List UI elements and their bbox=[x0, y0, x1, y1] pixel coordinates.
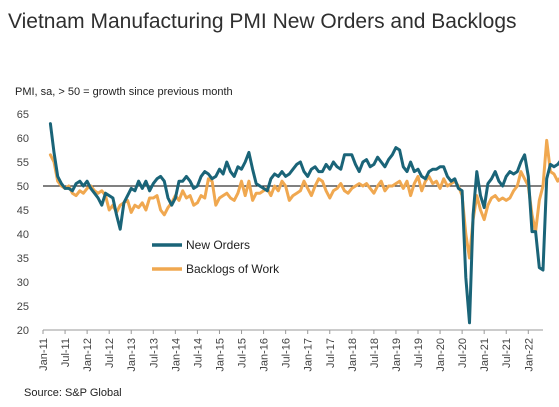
x-tick-label: Jan-13 bbox=[126, 338, 138, 372]
x-tick-label: Jan-17 bbox=[303, 338, 315, 372]
x-axis: Jan-11 Jul-11 Jan-12 Jul-12 Jan-13 Jul-13 Jan-… bbox=[38, 329, 543, 372]
chart-title: Vietnam Manufacturing PMI New Orders and… bbox=[8, 10, 517, 33]
x-tick-label: Jan-14 bbox=[170, 338, 182, 372]
x-tick-label: Jan-20 bbox=[435, 338, 447, 372]
x-tick-label: Jul-17 bbox=[325, 338, 337, 368]
y-tick-label: 50 bbox=[17, 181, 29, 193]
y-tick-label: 35 bbox=[17, 253, 29, 265]
x-tick-label: Jul-18 bbox=[369, 338, 381, 368]
x-tick-label: Jan-15 bbox=[214, 338, 226, 372]
legend-label: Backlogs of Work bbox=[186, 262, 280, 276]
x-tick-label: Jul-13 bbox=[148, 338, 160, 368]
y-tick-label: 20 bbox=[17, 325, 29, 337]
series-line-new-orders bbox=[48, 122, 559, 325]
x-tick-label: Jul-16 bbox=[281, 338, 293, 368]
x-tick-label: Jul-11 bbox=[60, 338, 72, 367]
x-tick-label: Jan-12 bbox=[82, 338, 94, 372]
y-tick-label: 65 bbox=[17, 109, 29, 121]
y-tick-label: 40 bbox=[17, 229, 29, 241]
x-tick-label: Jan-16 bbox=[259, 338, 271, 372]
y-tick-label: 25 bbox=[17, 301, 29, 313]
y-tick-label: 55 bbox=[17, 157, 29, 169]
y-axis: 20 25 30 35 40 45 50 55 60 65 bbox=[17, 109, 29, 337]
legend-item-backlogs: Backlogs of Work bbox=[152, 262, 280, 276]
legend-item-new-orders: New Orders bbox=[152, 238, 250, 252]
source-note: Source: S&P Global bbox=[24, 387, 122, 399]
x-tick-label: Jul-19 bbox=[413, 338, 425, 368]
x-tick-label: Jan-21 bbox=[479, 338, 491, 372]
x-tick-label: Jul-15 bbox=[237, 338, 249, 368]
x-tick-label: Jan-19 bbox=[391, 338, 403, 372]
series-line-backlogs bbox=[48, 138, 559, 260]
x-tick-label: Jan-22 bbox=[523, 338, 535, 372]
series-layer bbox=[48, 122, 559, 325]
legend-label: New Orders bbox=[186, 238, 250, 252]
y-tick-label: 60 bbox=[17, 133, 29, 145]
x-tick-label: Jul-12 bbox=[104, 338, 116, 368]
chart-subtitle: PMI, sa, > 50 = growth since previous mo… bbox=[15, 86, 233, 98]
x-tick-label: Jan-11 bbox=[38, 338, 50, 371]
x-tick-label: Jan-18 bbox=[347, 338, 359, 372]
y-tick-label: 45 bbox=[17, 205, 29, 217]
y-tick-label: 30 bbox=[17, 277, 29, 289]
legend: New Orders Backlogs of Work bbox=[152, 238, 280, 276]
x-tick-label: Jul-21 bbox=[501, 338, 513, 368]
x-tick-label: Jul-14 bbox=[192, 338, 204, 368]
x-tick-label: Jul-20 bbox=[457, 338, 469, 368]
